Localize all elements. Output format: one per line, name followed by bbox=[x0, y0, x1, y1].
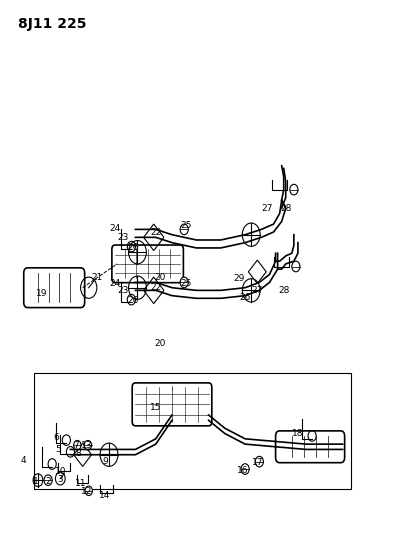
Text: 26: 26 bbox=[128, 244, 139, 253]
Text: 28: 28 bbox=[280, 204, 292, 213]
Text: 25: 25 bbox=[180, 221, 192, 230]
Text: 20: 20 bbox=[154, 272, 166, 281]
Circle shape bbox=[180, 224, 188, 235]
Text: 13: 13 bbox=[81, 441, 92, 450]
Text: 23: 23 bbox=[117, 233, 129, 242]
Text: 1: 1 bbox=[33, 477, 39, 486]
Circle shape bbox=[292, 261, 300, 272]
FancyBboxPatch shape bbox=[24, 268, 85, 308]
Circle shape bbox=[84, 440, 92, 450]
Text: 16: 16 bbox=[237, 466, 249, 475]
Circle shape bbox=[44, 475, 52, 486]
Text: 29: 29 bbox=[234, 273, 245, 282]
Text: 22: 22 bbox=[150, 283, 162, 292]
Text: 7: 7 bbox=[74, 441, 79, 450]
Text: 2: 2 bbox=[45, 477, 51, 486]
Text: 26: 26 bbox=[239, 293, 251, 302]
Bar bbox=[34, 373, 351, 489]
Text: 20: 20 bbox=[154, 339, 166, 348]
Text: 24: 24 bbox=[110, 224, 121, 233]
Text: 26: 26 bbox=[128, 296, 139, 305]
Text: 6: 6 bbox=[53, 433, 59, 442]
Text: 27: 27 bbox=[262, 204, 273, 213]
FancyBboxPatch shape bbox=[276, 431, 345, 463]
Text: 28: 28 bbox=[278, 286, 290, 295]
Circle shape bbox=[255, 456, 263, 467]
Text: 9: 9 bbox=[102, 457, 108, 466]
Text: 4: 4 bbox=[21, 456, 27, 465]
Text: 10: 10 bbox=[54, 467, 66, 476]
Text: 3: 3 bbox=[57, 475, 63, 484]
Text: 8: 8 bbox=[76, 449, 81, 458]
Circle shape bbox=[290, 184, 298, 195]
Circle shape bbox=[241, 464, 249, 474]
Text: 18: 18 bbox=[292, 429, 303, 438]
Text: 19: 19 bbox=[36, 288, 48, 297]
Text: 11: 11 bbox=[75, 479, 86, 488]
FancyBboxPatch shape bbox=[112, 245, 183, 282]
Circle shape bbox=[180, 277, 188, 288]
Text: 21: 21 bbox=[91, 272, 103, 281]
Text: 14: 14 bbox=[99, 491, 111, 500]
Circle shape bbox=[85, 486, 92, 496]
Text: 24: 24 bbox=[110, 279, 121, 288]
Text: 22: 22 bbox=[150, 228, 162, 237]
Circle shape bbox=[74, 440, 81, 450]
Text: 8J11 225: 8J11 225 bbox=[18, 17, 86, 31]
Text: 25: 25 bbox=[180, 279, 192, 288]
Text: 12: 12 bbox=[81, 487, 92, 496]
Text: 5: 5 bbox=[55, 445, 61, 454]
Text: 15: 15 bbox=[150, 402, 162, 411]
FancyBboxPatch shape bbox=[132, 383, 212, 426]
Text: 23: 23 bbox=[117, 286, 129, 295]
Text: 17: 17 bbox=[252, 458, 263, 467]
Text: 27: 27 bbox=[252, 286, 263, 295]
